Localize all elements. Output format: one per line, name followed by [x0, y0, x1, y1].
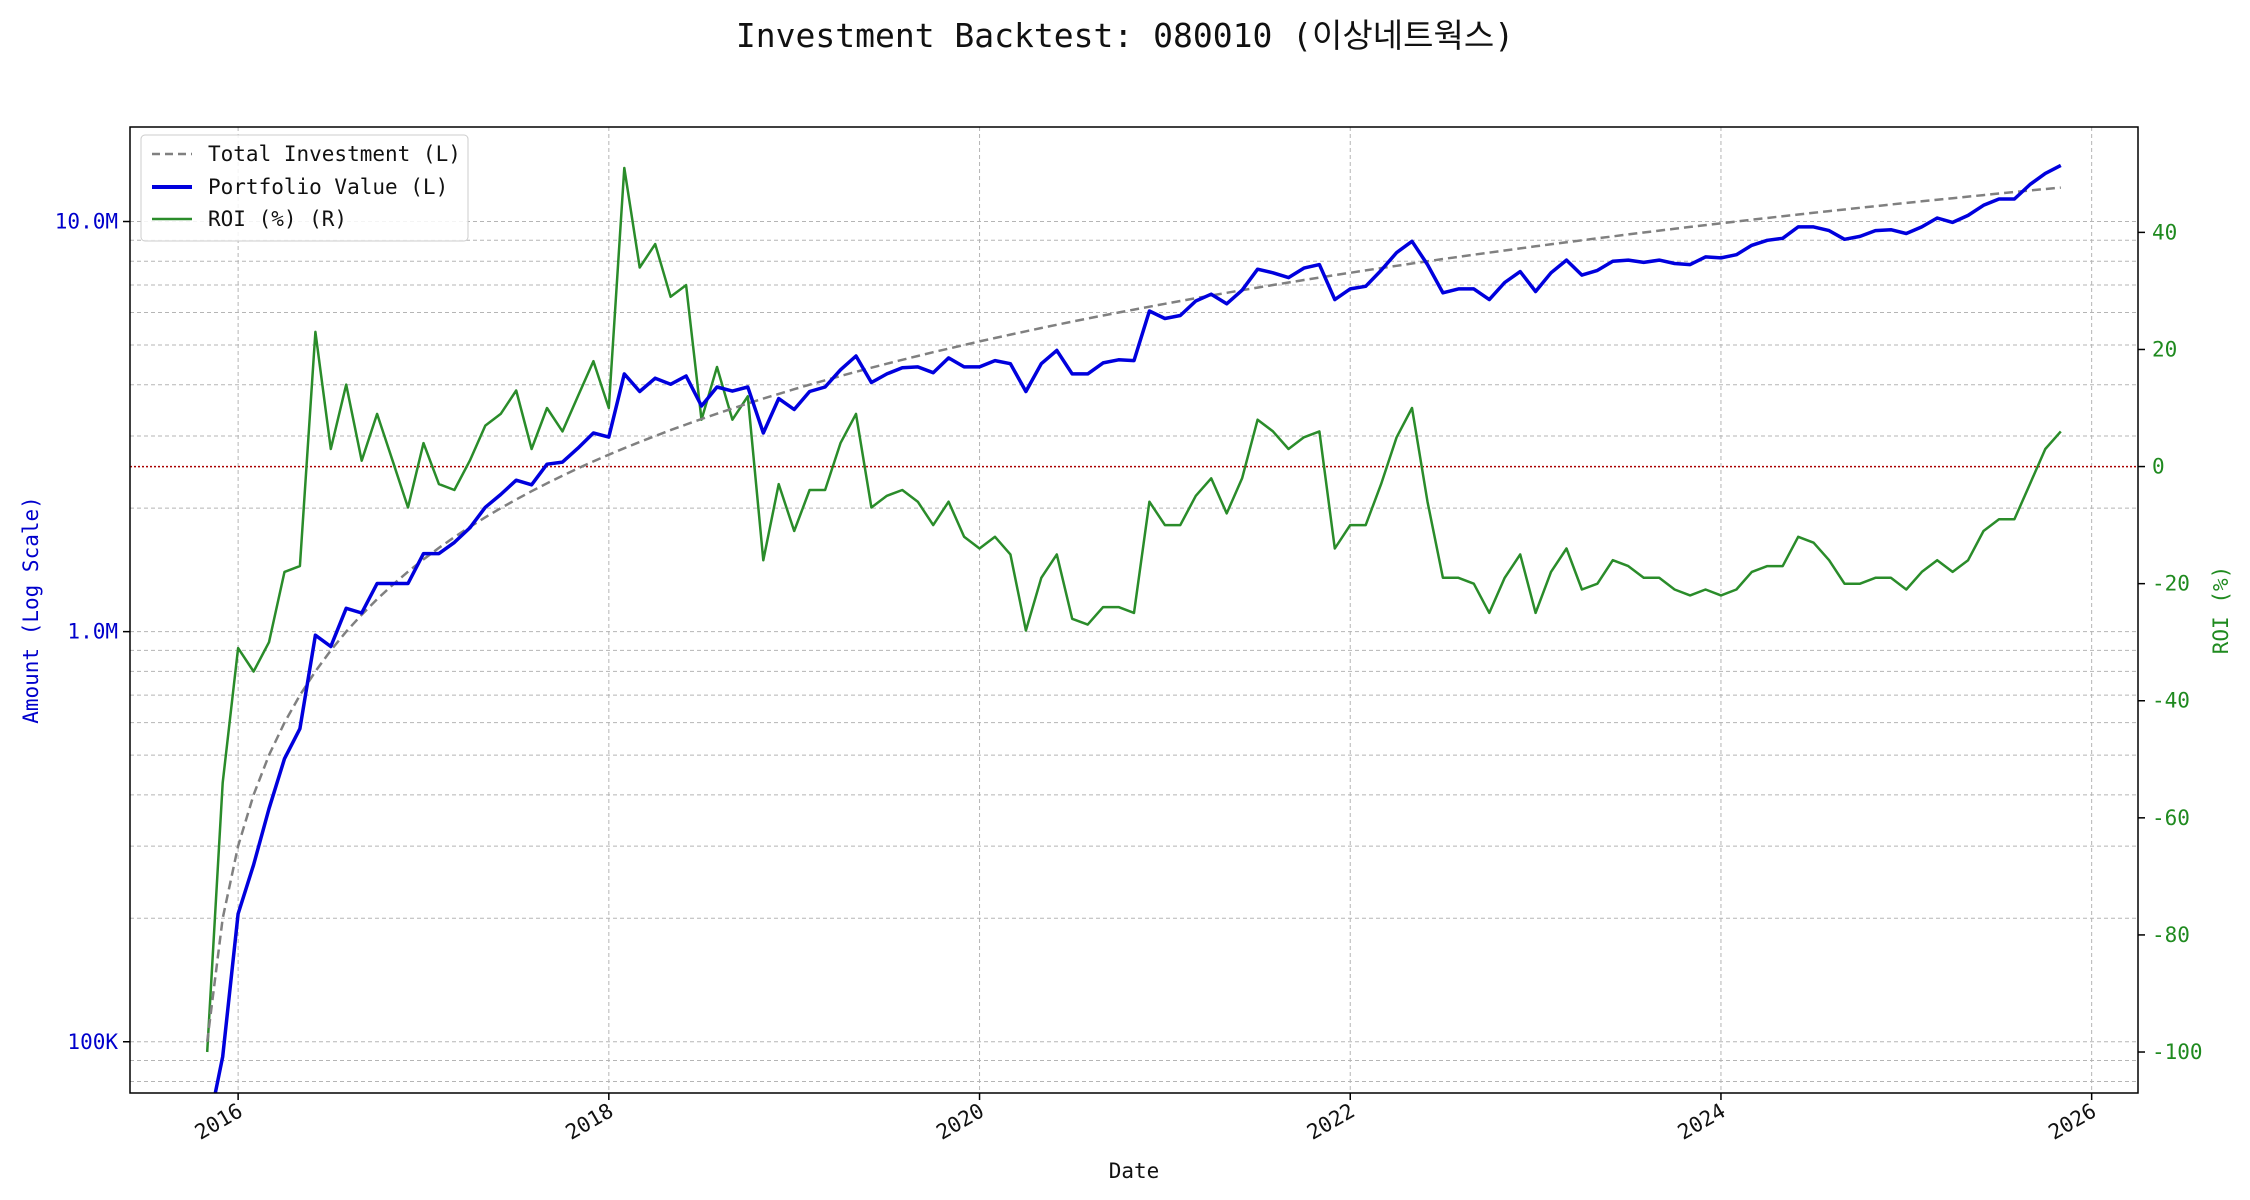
y-right-tick-label: -80 [2152, 923, 2190, 947]
y-right-tick-label: 40 [2152, 220, 2177, 244]
y-right-tick-label: -100 [2152, 1040, 2203, 1064]
legend-label-roi: ROI (%) (R) [208, 207, 347, 231]
y-axis-right-label: ROI (%) [2209, 566, 2233, 655]
series-layer [205, 163, 2062, 1093]
legend-box [140, 134, 469, 242]
grid-lines [130, 127, 2138, 1093]
plot-frame [129, 126, 2139, 1094]
series-total-investment [205, 186, 2061, 1042]
y-right-tick-label: -40 [2152, 689, 2190, 713]
y-right-tick-label: 20 [2152, 337, 2177, 361]
y-right-tick-label: -60 [2152, 806, 2190, 830]
series-roi [205, 166, 2062, 1053]
y-axis-left-label: Amount (Log Scale) [19, 496, 43, 724]
y-left-tick-label: 10.0M [55, 210, 118, 234]
y-right-tick-label: 0 [2152, 455, 2165, 479]
legend-label-portfolio-value: Portfolio Value (L) [208, 175, 448, 199]
x-axis-label: Date [1109, 1159, 1160, 1183]
x-tick-label: 2020 [932, 1099, 988, 1145]
x-tick-label: 2022 [1303, 1099, 1359, 1145]
y-left-tick-label: 100K [67, 1030, 118, 1054]
axis-ticks: 2016 2018 2020 2022 2024 2026 100K 1.0M 10.0M -10… [55, 210, 2203, 1145]
y-left-tick-label: 1.0M [67, 620, 118, 644]
legend-label-total-investment: Total Investment (L) [208, 142, 461, 166]
x-tick-label: 2024 [1674, 1099, 1730, 1145]
x-tick-label: 2026 [2044, 1099, 2100, 1145]
x-tick-label: 2016 [191, 1099, 247, 1145]
x-tick-label: 2018 [562, 1099, 618, 1145]
series-portfolio-value [213, 163, 2062, 1093]
y-right-tick-label: -20 [2152, 572, 2190, 596]
chart-title: Investment Backtest: 080010 (이상네트웍스) [736, 16, 1514, 55]
legend: Total Investment (L) Portfolio Value (L)… [140, 134, 469, 242]
